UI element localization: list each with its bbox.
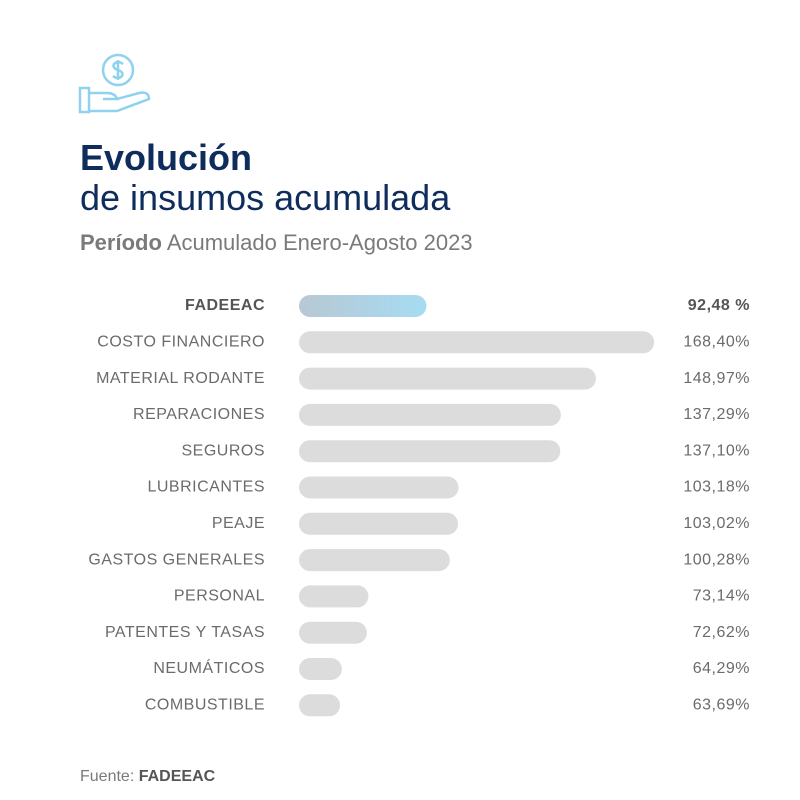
bar xyxy=(299,476,459,499)
chart-subtitle: Período Acumulado Enero-Agosto 2023 xyxy=(80,230,473,255)
category-label: PATENTES Y TASAS xyxy=(105,624,265,641)
bar xyxy=(299,549,450,572)
category-label: COSTO FINANCIERO xyxy=(97,334,265,351)
value-label: 73,14% xyxy=(693,588,750,605)
bar xyxy=(299,367,596,390)
category-label: REPARACIONES xyxy=(133,406,265,423)
value-label: 168,40% xyxy=(683,334,750,351)
bar xyxy=(299,585,369,608)
category-label: SEGUROS xyxy=(181,442,265,459)
value-label: 64,29% xyxy=(693,660,750,677)
subtitle-bold: Período xyxy=(80,230,162,255)
source: Fuente: FADEEAC xyxy=(80,768,216,785)
category-label: LUBRICANTES xyxy=(147,479,265,496)
source-label: Fuente: xyxy=(80,768,134,785)
value-label: 92,48 % xyxy=(688,297,750,314)
category-label: MATERIAL RODANTE xyxy=(96,370,265,387)
value-label: 72,62% xyxy=(693,624,750,641)
chart-title: Evolución xyxy=(80,137,252,178)
bar xyxy=(299,331,655,354)
bar xyxy=(299,440,561,463)
bar xyxy=(299,658,342,680)
bar xyxy=(299,295,427,317)
bar xyxy=(299,403,561,426)
category-label: FADEEAC xyxy=(185,297,265,314)
value-label: 103,18% xyxy=(683,479,750,496)
bar xyxy=(299,621,367,644)
value-label: 137,10% xyxy=(683,442,750,459)
value-label: 148,97% xyxy=(683,370,750,387)
category-label: PERSONAL xyxy=(174,588,265,605)
subtitle-text: Acumulado Enero-Agosto 2023 xyxy=(167,230,473,255)
source-text: FADEEAC xyxy=(139,768,216,785)
value-label: 103,02% xyxy=(683,515,750,532)
bar xyxy=(299,694,341,717)
category-label: GASTOS GENERALES xyxy=(88,551,265,568)
category-label: COMBUSTIBLE xyxy=(145,697,265,714)
money-hand-icon xyxy=(78,53,151,114)
value-label: 63,69% xyxy=(693,697,750,714)
value-label: 100,28% xyxy=(683,551,750,568)
category-label: NEUMÁTICOS xyxy=(153,658,265,677)
value-label: 137,29% xyxy=(683,406,750,423)
chart-title: de insumos acumulada xyxy=(80,177,451,218)
bar xyxy=(299,512,459,535)
category-label: PEAJE xyxy=(212,515,265,532)
